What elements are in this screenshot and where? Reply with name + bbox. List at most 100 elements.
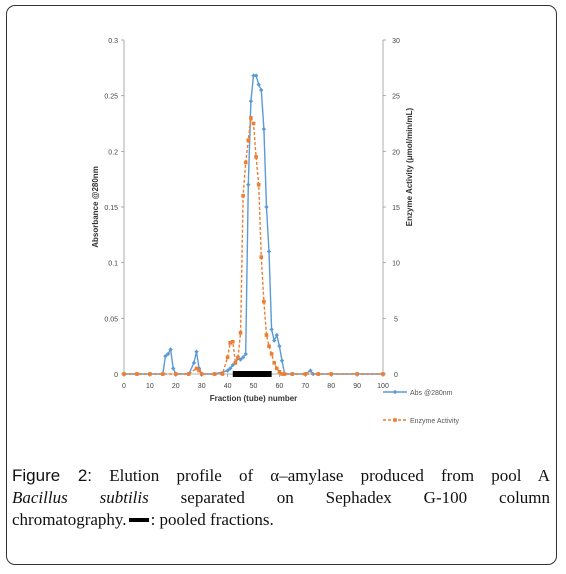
enzyme-data-point <box>275 366 279 371</box>
enzyme-data-point <box>186 372 191 376</box>
abs-data-point <box>279 358 285 363</box>
caption-line-1: Figure 2: Elution profile of α–amylase p… <box>12 465 550 487</box>
enzyme-data-point <box>243 160 248 165</box>
enzyme-data-point <box>148 372 152 376</box>
enzyme-data-point <box>236 355 240 360</box>
enzyme-data-point <box>246 138 251 142</box>
abs-data-point <box>274 332 280 338</box>
enzyme-data-point <box>254 155 258 159</box>
enzyme-data-point <box>135 372 139 376</box>
enzyme-data-point <box>122 372 126 376</box>
x-axis-title: Fraction (tube) number <box>210 394 298 403</box>
enzyme-data-point <box>264 333 269 337</box>
figure-caption: Figure 2: Elution profile of α–amylase p… <box>12 465 550 531</box>
legend-enzyme-label: Enzyme Activity <box>410 418 460 425</box>
abs-data-point <box>194 349 199 354</box>
abs-data-point <box>243 351 248 357</box>
caption-text-4: : pooled fractions. <box>150 510 274 529</box>
y-left-tick-label: 0.3 <box>108 38 118 45</box>
caption-line-2: Bacillus subtilis separated on Sephadex … <box>12 487 550 509</box>
enzyme-data-point <box>174 372 178 376</box>
enzyme-data-point <box>272 361 277 365</box>
y-left-tick-label: 0.15 <box>104 205 118 212</box>
caption-text-2: separated on Sephadex G-100 column <box>180 488 551 507</box>
chart: 0 0.05 0.1 0.15 0.2 0.25 0.3 0 5 10 15 20 25 30 0 10 2… <box>91 38 460 425</box>
enzyme-data-point <box>269 352 274 356</box>
legend-enzyme-marker <box>393 418 397 422</box>
legend-abs-label: Abs @280nm <box>410 390 453 397</box>
abs-data-point <box>253 73 259 78</box>
enzyme-data-point <box>220 372 225 376</box>
y-left-tick-label: 0.05 <box>104 316 118 323</box>
enzyme-data-point <box>238 331 243 335</box>
abs-data-point <box>240 355 246 360</box>
enzyme-series-line <box>124 115 383 375</box>
abs-data-point <box>264 204 269 210</box>
enzyme-data-point <box>233 361 238 365</box>
enzyme-data-point <box>228 341 232 345</box>
caption-species: Bacillus subtilis <box>12 488 149 507</box>
abs-data-point <box>272 338 277 343</box>
enzyme-data-point <box>241 194 245 198</box>
abs-data-point <box>168 347 173 352</box>
enzyme-data-point <box>267 344 271 348</box>
x-tick-label: 10 <box>146 383 154 390</box>
x-tick-label: 40 <box>224 383 232 390</box>
enzyme-data-point <box>256 182 261 187</box>
x-tick-label: 20 <box>172 383 180 390</box>
abs-data-point <box>261 126 267 132</box>
abs-data-point <box>256 82 261 87</box>
x-tick-label: 30 <box>198 383 206 390</box>
y-right-tick-label: 20 <box>392 149 400 156</box>
pooled-fraction-glyph <box>128 517 149 522</box>
figure-frame <box>6 5 557 565</box>
x-tick-label: 60 <box>276 383 284 390</box>
enzyme-data-point <box>230 339 235 344</box>
y-right-tick-label: 0 <box>394 372 398 379</box>
pooled-fractions-bar <box>232 371 272 377</box>
enzyme-data-point <box>316 372 321 376</box>
enzyme-data-point <box>381 372 385 376</box>
enzyme-data-point <box>251 121 256 126</box>
enzyme-data-point <box>290 372 295 376</box>
y-left-tick-label: 0 <box>114 372 118 379</box>
abs-data-point <box>251 73 256 78</box>
abs-data-point <box>269 327 274 332</box>
enzyme-data-point <box>199 372 204 376</box>
y-right-tick-label: 15 <box>392 205 400 212</box>
abs-data-point <box>308 368 313 373</box>
y-right-tick-label: 25 <box>392 94 400 101</box>
abs-data-point <box>248 99 254 104</box>
y-left-tick-label: 0.25 <box>104 94 118 101</box>
x-tick-label: 50 <box>250 383 258 390</box>
enzyme-data-point <box>225 355 230 360</box>
legend-abs-marker <box>392 389 398 395</box>
y-right-tick-label: 10 <box>392 261 400 268</box>
abs-data-point <box>165 351 171 357</box>
abs-data-point <box>171 366 176 371</box>
caption-text-3: chromatography. <box>12 510 127 529</box>
y-axis-left-title: Absorbance @280nm <box>91 166 100 248</box>
enzyme-data-point <box>161 372 165 376</box>
caption-text-1: Elution profile of α–amylase produced fr… <box>109 466 551 485</box>
y-left-tick-label: 0.2 <box>108 149 118 156</box>
abs-data-point <box>225 368 230 373</box>
abs-data-point <box>163 353 168 359</box>
enzyme-data-point <box>282 372 287 376</box>
x-tick-label: 0 <box>122 383 126 390</box>
abs-series-line <box>124 74 383 375</box>
y-right-tick-label: 30 <box>392 38 400 45</box>
x-tick-label: 80 <box>327 383 335 390</box>
abs-data-point <box>277 343 282 349</box>
enzyme-data-point <box>194 366 199 371</box>
enzyme-data-point <box>197 368 201 373</box>
abs-data-point <box>246 182 251 187</box>
y-axis-right-title: Enzyme Activity (μmol/min/mL) <box>405 107 414 226</box>
enzyme-data-point <box>277 369 282 374</box>
abs-data-point <box>227 366 233 371</box>
caption-label: Figure 2: <box>12 466 93 485</box>
caption-line-3: chromatography. : pooled fractions. <box>12 509 550 531</box>
enzyme-data-point <box>249 116 253 120</box>
y-right-tick-label: 5 <box>394 316 398 323</box>
enzyme-data-point <box>280 372 284 376</box>
